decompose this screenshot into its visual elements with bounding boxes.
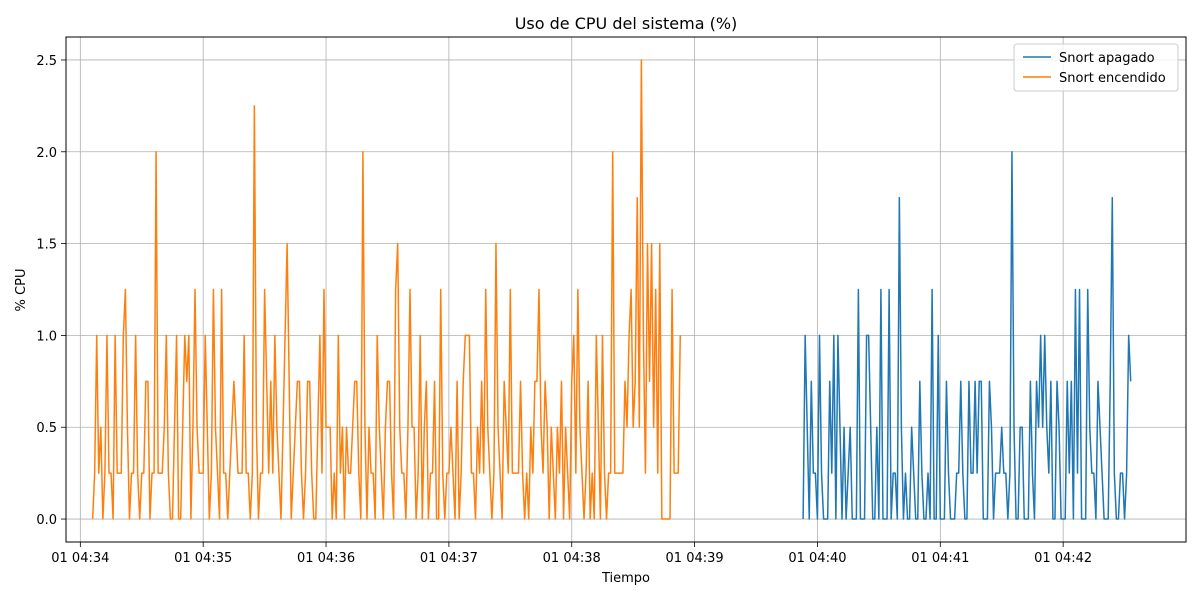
y-tick-label: 0.5 (36, 421, 57, 436)
series-line-snort-apagado (802, 151, 1132, 520)
legend-box (1013, 43, 1179, 92)
axis-ticks: 01 04:34 01 04:35 01 04:36 01 04:37 01 04:38… (36, 54, 1092, 566)
legend-label-snort-encendido: Snort encendido (1059, 71, 1166, 86)
x-tick-label: 01 04:34 (51, 551, 109, 566)
legend: Snort apagado Snort encendido (1013, 43, 1179, 92)
x-tick-label: 01 04:40 (788, 551, 846, 566)
series-layer (91, 59, 1132, 520)
y-axis-label: % CPU (14, 269, 29, 312)
x-tick-label: 01 04:41 (911, 551, 969, 566)
y-tick-label: 0.0 (36, 513, 57, 528)
series-line-snort-encendido (91, 59, 682, 520)
x-tick-label: 01 04:37 (420, 551, 478, 566)
x-tick-label: 01 04:42 (1034, 551, 1092, 566)
plot-frame (65, 36, 1187, 543)
x-tick-label: 01 04:36 (297, 551, 355, 566)
x-tick-label: 01 04:39 (666, 551, 724, 566)
x-tick-label: 01 04:38 (543, 551, 601, 566)
y-tick-label: 1.5 (36, 238, 57, 253)
x-axis-label: Tiempo (601, 571, 650, 586)
chart-title: Uso de CPU del sistema (%) (515, 14, 738, 33)
y-tick-label: 2.5 (36, 54, 57, 69)
y-tick-label: 2.0 (36, 146, 57, 161)
grid (66, 37, 1186, 542)
legend-label-snort-apagado: Snort apagado (1059, 51, 1155, 66)
y-tick-label: 1.0 (36, 329, 57, 344)
x-tick-label: 01 04:35 (174, 551, 232, 566)
